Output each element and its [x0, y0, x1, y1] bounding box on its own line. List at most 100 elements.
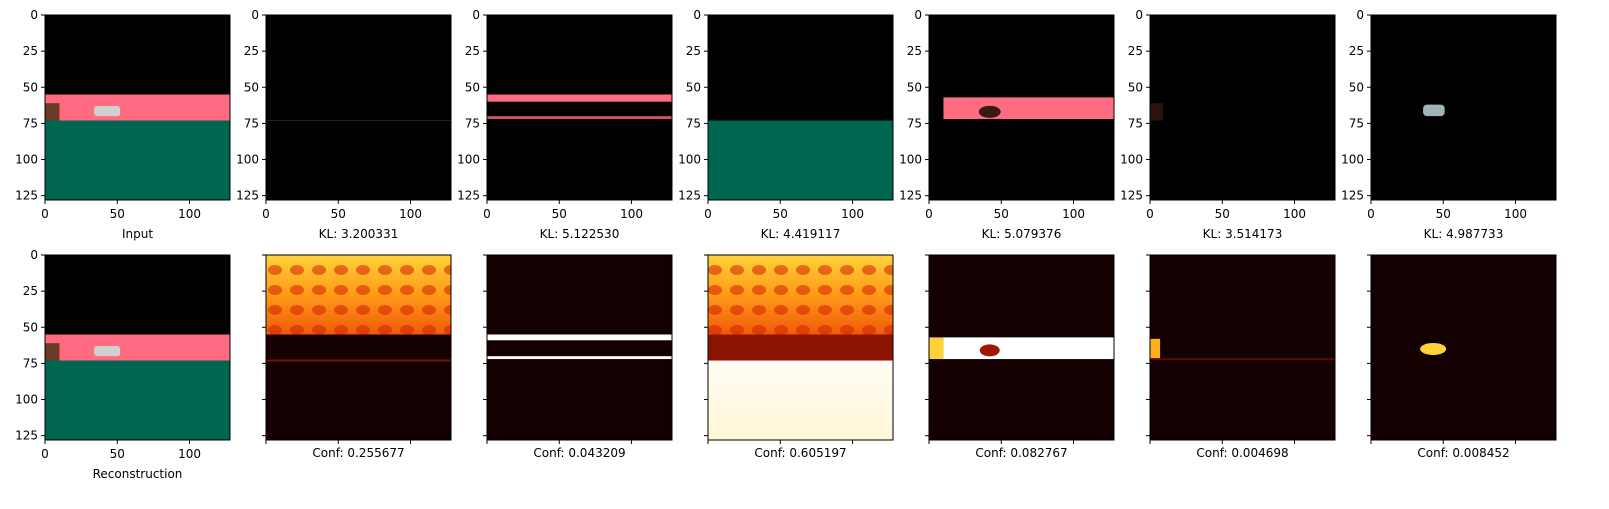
ground-heat: [708, 360, 893, 440]
y-tick-label: 50: [907, 80, 922, 94]
car-heat: [979, 344, 1000, 357]
panel-background: [1371, 15, 1556, 200]
x-tick-label: 100: [841, 207, 864, 221]
axes-frame: [928, 254, 1115, 441]
y-tick-label: 50: [1128, 80, 1143, 94]
x-tick-label: 100: [1504, 207, 1527, 221]
y-tick-label: 100: [1120, 153, 1143, 167]
panel-background: [1371, 255, 1556, 440]
y-tick-label: 100: [678, 153, 701, 167]
y-tick-label: 25: [23, 44, 38, 58]
y-tick-label: 25: [1128, 44, 1143, 58]
axes-frame: [928, 14, 1115, 201]
y-tick-label: 25: [686, 44, 701, 58]
y-tick-label: 125: [15, 429, 38, 443]
y-tick-label: 75: [1128, 116, 1143, 130]
y-tick-label: 0: [1356, 8, 1364, 22]
axes-frame: [707, 14, 894, 201]
panel-r1-c2: Conf: 0.043209: [483, 254, 673, 460]
panel-r1-c6: Conf: 0.008452: [1367, 254, 1557, 460]
panel-r0-c3: 0 50 100 0 25 50 75 100 125 KL: 4.419117: [678, 8, 894, 241]
panel-r0-c0: 0 50 100 0 25 50 75 100 125 Input: [15, 8, 231, 241]
panel-caption: KL: 3.200331: [319, 227, 399, 241]
y-tick-label: 25: [23, 284, 38, 298]
panel-background: [487, 15, 672, 200]
y-tick-label: 125: [1120, 189, 1143, 203]
panel-r0-c4: 0 50 100 0 25 50 75 100 125 KL: 5.079376: [899, 8, 1115, 241]
y-tick-label: 50: [23, 80, 38, 94]
lower-heat-strip: [487, 356, 672, 360]
y-tick-label: 100: [15, 393, 38, 407]
y-tick-label: 75: [1349, 116, 1364, 130]
x-tick-label: 0: [41, 207, 49, 221]
panel-caption: Input: [122, 227, 153, 241]
y-tick-label: 25: [907, 44, 922, 58]
y-tick-label: 25: [465, 44, 480, 58]
axes-frame: [486, 254, 673, 441]
barrier-block: [45, 343, 60, 361]
ground-region: [45, 120, 230, 200]
barrier-heat: [1150, 338, 1161, 360]
x-tick-label: 0: [704, 207, 712, 221]
x-tick-label: 50: [1436, 207, 1451, 221]
panel-caption: Conf: 0.043209: [533, 446, 625, 460]
axes-frame: [44, 254, 231, 441]
x-tick-label: 100: [399, 207, 422, 221]
x-tick-label: 50: [331, 207, 346, 221]
x-tick-label: 100: [178, 447, 201, 461]
y-tick-label: 75: [686, 116, 701, 130]
x-tick-label: 0: [262, 207, 270, 221]
y-tick-label: 100: [15, 153, 38, 167]
x-tick-label: 50: [1215, 207, 1230, 221]
lower-pink-strip: [487, 116, 672, 120]
y-tick-label: 75: [244, 116, 259, 130]
panel-background: [1150, 255, 1335, 440]
car-object: [94, 106, 121, 117]
y-tick-label: 75: [23, 356, 38, 370]
x-tick-label: 0: [925, 207, 933, 221]
panel-caption: Conf: 0.605197: [754, 446, 846, 460]
car-heat: [1420, 342, 1447, 355]
panel-caption: KL: 4.987733: [1424, 227, 1504, 241]
y-tick-label: 25: [244, 44, 259, 58]
x-tick-label: 0: [41, 447, 49, 461]
panel-background: [1150, 15, 1335, 200]
y-tick-label: 100: [1341, 153, 1364, 167]
axes-frame: [265, 254, 452, 441]
y-tick-label: 50: [23, 320, 38, 334]
edge-heat: [929, 337, 944, 360]
upper-heat-strip: [487, 334, 672, 341]
y-tick-label: 125: [15, 189, 38, 203]
y-tick-label: 50: [1349, 80, 1364, 94]
upper-pink-strip: [487, 94, 672, 102]
y-tick-label: 75: [465, 116, 480, 130]
y-tick-label: 0: [914, 8, 922, 22]
axes-frame: [1370, 14, 1557, 201]
panel-background: [266, 15, 451, 200]
x-tick-label: 100: [1283, 207, 1306, 221]
x-tick-label: 50: [110, 447, 125, 461]
panel-caption: Conf: 0.008452: [1417, 446, 1509, 460]
x-tick-label: 100: [178, 207, 201, 221]
ground-region: [45, 360, 230, 440]
road-band: [943, 97, 1114, 120]
x-tick-label: 100: [620, 207, 643, 221]
panel-r1-c1: Conf: 0.255677: [262, 254, 452, 460]
panel-caption: KL: 5.122530: [540, 227, 620, 241]
y-tick-label: 125: [1341, 189, 1364, 203]
x-tick-label: 0: [483, 207, 491, 221]
x-tick-label: 50: [994, 207, 1009, 221]
y-tick-label: 0: [30, 248, 38, 262]
axes-frame: [265, 14, 452, 201]
panel-caption: KL: 5.079376: [982, 227, 1062, 241]
panel-r1-c3: Conf: 0.605197: [704, 254, 894, 460]
road-band: [45, 334, 230, 361]
axes-frame: [486, 14, 673, 201]
road-band: [45, 94, 230, 121]
car-shadow: [978, 105, 1001, 118]
panel-caption: Conf: 0.004698: [1196, 446, 1288, 460]
panel-r1-c5: Conf: 0.004698: [1146, 254, 1336, 460]
panel-r0-c2: 0 50 100 0 25 50 75 100 125 KL: 5.122530: [457, 8, 673, 241]
sky-heat-texture: [266, 255, 451, 335]
